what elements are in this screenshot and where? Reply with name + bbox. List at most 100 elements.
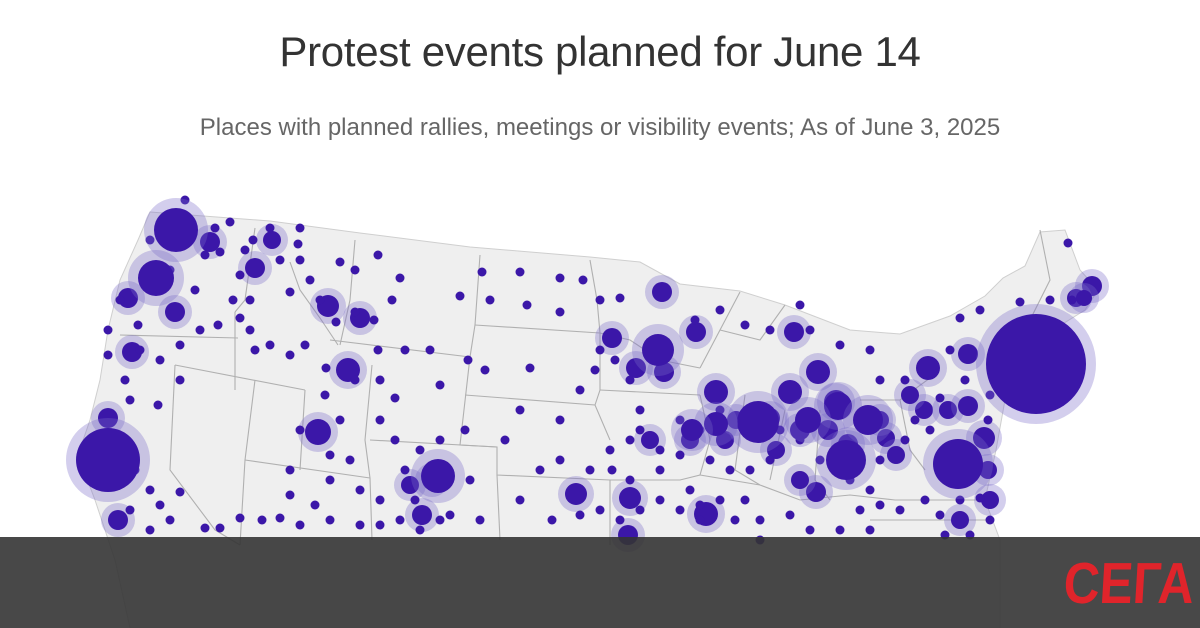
event-marker bbox=[375, 375, 385, 385]
event-marker bbox=[305, 419, 331, 445]
event-marker bbox=[390, 393, 400, 403]
event-marker bbox=[463, 355, 473, 365]
event-marker bbox=[369, 315, 379, 325]
event-marker bbox=[865, 345, 875, 355]
event-marker bbox=[895, 505, 905, 515]
event-cluster bbox=[737, 401, 779, 443]
event-marker bbox=[98, 408, 118, 428]
event-marker bbox=[835, 340, 845, 350]
event-marker bbox=[635, 505, 645, 515]
event-marker bbox=[578, 275, 588, 285]
event-marker bbox=[935, 393, 945, 403]
event-marker bbox=[765, 325, 775, 335]
event-marker bbox=[335, 257, 345, 267]
event-marker bbox=[610, 355, 620, 365]
event-marker bbox=[305, 275, 315, 285]
event-marker bbox=[235, 513, 245, 523]
event-marker bbox=[547, 515, 557, 525]
event-marker bbox=[320, 390, 330, 400]
event-marker bbox=[935, 510, 945, 520]
event-marker bbox=[875, 455, 885, 465]
event-marker bbox=[745, 465, 755, 475]
event-marker bbox=[900, 435, 910, 445]
event-marker bbox=[425, 345, 435, 355]
event-marker bbox=[865, 485, 875, 495]
event-marker bbox=[103, 325, 113, 335]
event-marker bbox=[654, 362, 674, 382]
event-marker bbox=[175, 340, 185, 350]
event-marker bbox=[435, 515, 445, 525]
event-marker bbox=[901, 386, 919, 404]
event-marker bbox=[615, 515, 625, 525]
event-marker bbox=[257, 515, 267, 525]
event-marker bbox=[335, 415, 345, 425]
event-marker bbox=[555, 273, 565, 283]
event-marker bbox=[295, 255, 305, 265]
event-marker bbox=[285, 350, 295, 360]
map-title: Protest events planned for June 14 bbox=[279, 28, 921, 75]
event-marker bbox=[265, 340, 275, 350]
event-marker bbox=[625, 435, 635, 445]
event-cluster bbox=[824, 392, 852, 420]
event-marker bbox=[435, 380, 445, 390]
event-marker bbox=[395, 273, 405, 283]
event-marker bbox=[916, 356, 940, 380]
event-marker bbox=[300, 340, 310, 350]
event-marker bbox=[695, 500, 705, 510]
event-marker bbox=[784, 322, 804, 342]
event-marker bbox=[155, 500, 165, 510]
event-cluster bbox=[76, 428, 140, 492]
event-marker bbox=[686, 322, 706, 342]
event-marker bbox=[145, 235, 155, 245]
event-marker bbox=[200, 250, 210, 260]
event-marker bbox=[265, 223, 275, 233]
event-marker bbox=[120, 375, 130, 385]
event-marker bbox=[685, 485, 695, 495]
event-marker bbox=[806, 482, 826, 502]
event-cluster bbox=[826, 440, 866, 480]
event-marker bbox=[535, 465, 545, 475]
event-marker bbox=[765, 455, 775, 465]
event-marker bbox=[795, 435, 805, 445]
event-marker bbox=[355, 485, 365, 495]
event-marker bbox=[595, 345, 605, 355]
event-marker bbox=[655, 495, 665, 505]
event-marker bbox=[805, 325, 815, 335]
event-marker bbox=[295, 425, 305, 435]
event-marker bbox=[705, 455, 715, 465]
event-marker bbox=[675, 415, 685, 425]
event-marker bbox=[355, 520, 365, 530]
event-marker bbox=[960, 375, 970, 385]
event-marker bbox=[655, 465, 665, 475]
event-marker bbox=[955, 495, 965, 505]
event-marker bbox=[200, 232, 220, 252]
event-marker bbox=[915, 401, 933, 419]
event-marker bbox=[555, 415, 565, 425]
event-marker bbox=[635, 425, 645, 435]
event-marker bbox=[135, 345, 145, 355]
state-borders bbox=[119, 227, 1051, 546]
event-marker bbox=[235, 313, 245, 323]
sega-logo: СЕГА bbox=[1061, 550, 1197, 616]
event-marker bbox=[325, 515, 335, 525]
event-marker bbox=[455, 291, 465, 301]
event-marker bbox=[235, 270, 245, 280]
event-marker bbox=[575, 385, 585, 395]
event-marker bbox=[515, 267, 525, 277]
event-marker bbox=[595, 295, 605, 305]
event-marker bbox=[1063, 238, 1073, 248]
event-marker bbox=[401, 476, 419, 494]
event-marker bbox=[415, 525, 425, 535]
event-marker bbox=[958, 396, 978, 416]
event-marker bbox=[625, 475, 635, 485]
event-marker bbox=[767, 441, 785, 459]
map-subtitle: Places with planned rallies, meetings or… bbox=[199, 114, 1001, 141]
event-marker bbox=[153, 400, 163, 410]
event-marker bbox=[791, 471, 809, 489]
event-marker bbox=[460, 425, 470, 435]
event-marker bbox=[875, 375, 885, 385]
event-marker bbox=[1015, 297, 1025, 307]
event-cluster bbox=[704, 412, 728, 436]
event-marker bbox=[145, 485, 155, 495]
event-marker bbox=[165, 515, 175, 525]
